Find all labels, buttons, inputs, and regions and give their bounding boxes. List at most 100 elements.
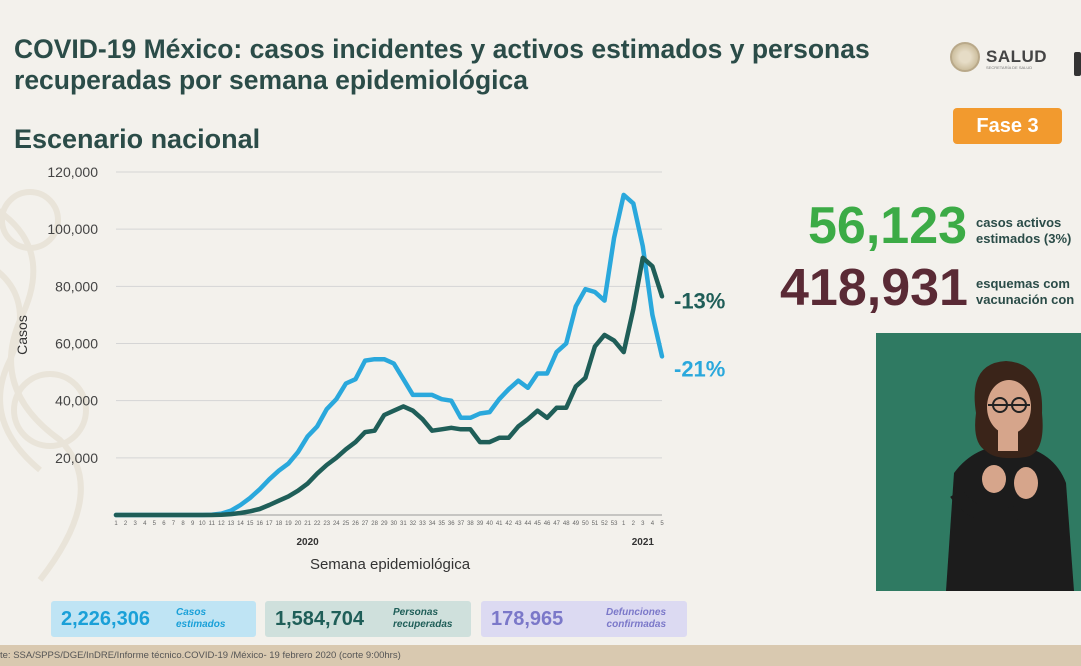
year-label: 2020 — [296, 537, 319, 548]
x-tick-label: 16 — [256, 521, 263, 527]
summary-recovered-box: 1,584,704 Personas recuperadas — [265, 601, 471, 637]
x-tick-label: 5 — [660, 521, 664, 527]
x-tick-label: 48 — [563, 521, 570, 527]
x-tick-label: 7 — [172, 521, 176, 527]
x-tick-label: 6 — [162, 521, 166, 527]
y-tick-label: 60,000 — [55, 336, 98, 352]
summary-recovered-value: 1,584,704 — [275, 607, 364, 630]
summary-cases-label-line2: estimados — [176, 619, 226, 630]
x-tick-label: 2 — [124, 521, 128, 527]
x-tick-label: 36 — [448, 521, 455, 527]
y-tick-label: 120,000 — [47, 164, 98, 180]
logo-side-mark — [1074, 52, 1081, 76]
x-tick-label: 2 — [632, 521, 636, 527]
interpreter-figure — [876, 333, 1081, 591]
year-label: 2021 — [632, 537, 655, 548]
x-tick-label: 50 — [582, 521, 589, 527]
x-tick-label: 30 — [390, 521, 397, 527]
active-cases-label-line2: estimados (3%) — [976, 231, 1072, 246]
x-tick-label: 47 — [553, 521, 560, 527]
x-tick-label: 19 — [285, 521, 292, 527]
x-axis-title: Semana epidemiológica — [310, 556, 471, 573]
x-tick-label: 31 — [400, 521, 407, 527]
x-tick-label: 17 — [266, 521, 273, 527]
x-tick-label: 21 — [304, 521, 311, 527]
x-tick-label: 32 — [410, 521, 417, 527]
vaccination-label-line2: vacunación con — [976, 292, 1075, 307]
x-tick-label: 25 — [343, 521, 350, 527]
x-tick-label: 27 — [362, 521, 369, 527]
coat-of-arms-icon — [950, 42, 980, 72]
source-footer: te: SSA/SPPS/DGE/InDRE/Informe técnico.C… — [0, 645, 1081, 666]
series-change-label: -21% — [674, 356, 725, 381]
x-tick-label: 49 — [572, 521, 579, 527]
x-tick-label: 39 — [477, 521, 484, 527]
x-tick-label: 5 — [153, 521, 157, 527]
summary-deaths-label: Defunciones confirmadas — [606, 607, 666, 631]
x-tick-label: 41 — [496, 521, 503, 527]
active-cases-value: 56,123 — [808, 197, 968, 255]
summary-cases-label: Casos estimados — [176, 607, 225, 631]
x-tick-label: 22 — [314, 521, 321, 527]
x-tick-label: 4 — [651, 521, 655, 527]
y-tick-label: 100,000 — [47, 221, 98, 237]
x-tick-label: 12 — [218, 521, 225, 527]
summary-cases-box: 2,226,306 Casos estimados — [51, 601, 256, 637]
x-tick-label: 18 — [275, 521, 282, 527]
x-tick-label: 9 — [191, 521, 195, 527]
x-tick-label: 24 — [333, 521, 340, 527]
y-tick-label: 20,000 — [55, 450, 98, 466]
x-tick-label: 14 — [237, 521, 244, 527]
x-tick-label: 33 — [419, 521, 426, 527]
active-cases-line — [113, 255, 665, 518]
active-cases-label: casos activos estimados (3%) — [976, 215, 1081, 247]
x-tick-label: 1 — [114, 521, 118, 527]
x-tick-label: 13 — [228, 521, 235, 527]
series-change-label: -13% — [674, 288, 725, 313]
active-cases-label-line1: casos activos — [976, 215, 1062, 230]
x-tick-label: 51 — [592, 521, 599, 527]
x-tick-label: 43 — [515, 521, 522, 527]
summary-deaths-value: 178,965 — [491, 607, 564, 630]
summary-cases-value: 2,226,306 — [61, 607, 150, 630]
page-title: COVID-19 México: casos incidentes y acti… — [14, 34, 870, 95]
x-tick-label: 29 — [381, 521, 388, 527]
y-tick-label: 80,000 — [55, 278, 98, 294]
x-tick-label: 46 — [544, 521, 551, 527]
logo-subtext: SECRETARÍA DE SALUD — [986, 65, 1033, 70]
x-tick-label: 4 — [143, 521, 147, 527]
x-tick-label: 20 — [295, 521, 302, 527]
summary-recovered-label-line1: Personas — [393, 607, 439, 618]
x-tick-label: 37 — [457, 521, 464, 527]
x-tick-label: 3 — [133, 521, 137, 527]
y-axis-title: Casos — [14, 315, 30, 355]
x-tick-label: 38 — [467, 521, 474, 527]
x-tick-label: 11 — [209, 521, 216, 527]
x-tick-label: 15 — [247, 521, 254, 527]
x-tick-label: 8 — [181, 521, 185, 527]
phase-badge: Fase 3 — [953, 108, 1062, 144]
x-tick-label: 23 — [323, 521, 330, 527]
incident-cases-line — [113, 192, 665, 518]
x-tick-label: 45 — [534, 521, 541, 527]
background-ornament — [0, 189, 89, 582]
x-tick-label: 53 — [611, 521, 618, 527]
x-tick-label: 44 — [525, 521, 532, 527]
section-subtitle: Escenario nacional — [14, 124, 261, 154]
y-tick-label: 40,000 — [55, 393, 98, 409]
x-tick-label: 42 — [505, 521, 512, 527]
x-tick-label: 35 — [438, 521, 445, 527]
x-tick-label: 40 — [486, 521, 493, 527]
vaccination-label-line1: esquemas com — [976, 276, 1070, 291]
summary-deaths-label-line2: confirmadas — [606, 619, 667, 630]
sign-language-interpreter-video[interactable] — [876, 333, 1081, 591]
x-tick-label: 26 — [352, 521, 359, 527]
vaccination-value: 418,931 — [780, 259, 968, 317]
x-tick-label: 28 — [371, 521, 378, 527]
salud-logo: SALUD SECRETARÍA DE SALUD — [950, 40, 1070, 74]
summary-cases-label-line1: Casos — [176, 607, 207, 618]
x-tick-label: 34 — [429, 521, 436, 527]
summary-deaths-box: 178,965 Defunciones confirmadas — [481, 601, 687, 637]
x-tick-label: 52 — [601, 521, 608, 527]
summary-recovered-label: Personas recuperadas — [393, 607, 452, 631]
